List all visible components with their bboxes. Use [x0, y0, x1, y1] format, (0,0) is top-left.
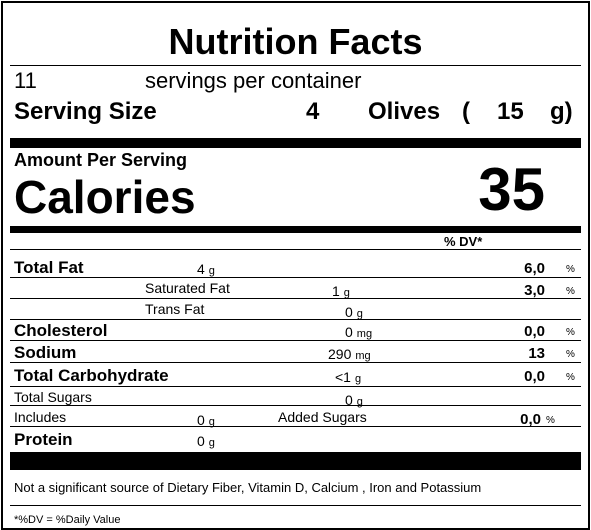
amount-unit: g — [356, 396, 363, 408]
rule — [10, 249, 581, 250]
nutrient-name: Includes — [14, 409, 67, 425]
footnote: Not a significant source of Dietary Fibe… — [14, 480, 482, 495]
amount-unit: g — [343, 287, 350, 299]
nutrient-name: Total Sugars — [14, 389, 92, 405]
dv-percent: % — [566, 372, 575, 383]
dv-percent: % — [566, 264, 575, 275]
dv-percent: % — [566, 327, 575, 338]
amount-value: <1 — [335, 369, 351, 385]
thick-bar — [10, 452, 581, 470]
rule — [10, 405, 581, 406]
title: Nutrition Facts — [168, 21, 423, 62]
amount-value: 1 — [332, 283, 340, 299]
calories-value: 35 — [478, 156, 545, 223]
amount-value: 4 — [197, 261, 205, 277]
nutrient-name: Protein — [14, 430, 73, 449]
dv-header: % DV* — [444, 234, 483, 249]
dv-value: 0,0 — [524, 323, 545, 340]
servings-text: servings per container — [145, 68, 362, 93]
rule — [10, 505, 581, 506]
amount-value: 290 — [328, 346, 352, 362]
amount: 290 mg — [328, 347, 371, 362]
amount-unit: mg — [356, 328, 373, 340]
amount-unit: g — [354, 373, 362, 385]
amount-per-serving: Amount Per Serving — [14, 150, 188, 170]
amount-unit: g — [208, 437, 215, 449]
rule — [10, 298, 581, 299]
amount-value: 0 — [345, 392, 353, 408]
amount-unit: g — [356, 308, 363, 320]
paren: ( — [462, 98, 470, 125]
amount: 0 mg — [345, 325, 372, 340]
amount-value: 0 — [345, 324, 353, 340]
rule — [10, 386, 581, 387]
serving-unit: Olives — [368, 98, 441, 125]
amount-unit: g — [208, 416, 215, 428]
serving-size-label: Serving Size — [14, 98, 157, 125]
amount-value: 0 — [345, 304, 353, 320]
amount-unit: g — [208, 265, 215, 277]
dv-value: 13 — [528, 345, 545, 362]
amount-unit: mg — [355, 350, 371, 362]
dv-percent: % — [566, 286, 575, 297]
rule — [10, 426, 581, 427]
amount: <1 g — [335, 370, 361, 385]
nutrient-name: Sodium — [14, 343, 77, 362]
serving-weight: 15 — [497, 98, 524, 125]
dv-value: 3,0 — [524, 282, 545, 299]
nutrient-name: Cholesterol — [14, 321, 108, 340]
rule — [10, 277, 581, 278]
nutrient-name: Total Carbohydrate — [14, 366, 169, 385]
servings: 11 — [14, 68, 37, 93]
rule — [10, 362, 581, 363]
dv-value: 0,0 — [520, 411, 541, 428]
nutrient-subname: Added Sugars — [278, 409, 367, 425]
dv-percent: % — [566, 349, 575, 360]
serving-amount: 4 — [306, 98, 320, 125]
weight-unit: g) — [550, 98, 573, 125]
calories-label: Calories — [14, 171, 196, 223]
dv-percent: % — [546, 415, 555, 426]
dv-value: 0,0 — [524, 368, 545, 385]
amount-value: 0 — [197, 412, 205, 428]
nutrient-name: Total Fat — [14, 258, 84, 277]
dv-legend: *%DV = %Daily Value — [14, 514, 121, 526]
rule — [10, 319, 581, 320]
medium-bar — [10, 226, 581, 233]
dv-value: 6,0 — [524, 260, 545, 277]
rule — [10, 65, 581, 66]
nutrient-name: Trans Fat — [145, 301, 205, 317]
rule — [10, 340, 581, 341]
thick-bar — [10, 138, 581, 148]
amount-value: 0 — [197, 433, 205, 449]
nutrient-name: Saturated Fat — [145, 280, 230, 296]
